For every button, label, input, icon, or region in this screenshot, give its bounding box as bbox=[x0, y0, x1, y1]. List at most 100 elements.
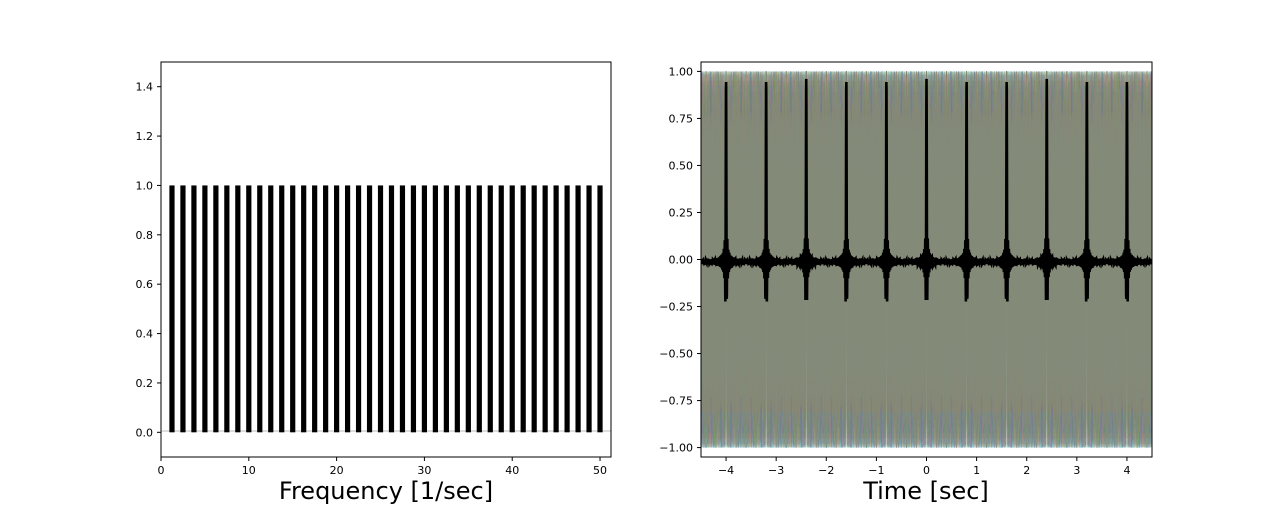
spectrum-bar bbox=[399, 185, 406, 433]
spectrum-bar bbox=[564, 185, 570, 433]
spectrum-bar bbox=[498, 185, 504, 433]
spectrum-bar bbox=[542, 185, 548, 433]
cosine-component-line bbox=[701, 71, 1152, 448]
spectrum-bar bbox=[421, 185, 428, 433]
x-tick-label: 2 bbox=[1023, 464, 1030, 477]
spectrum-bar bbox=[586, 185, 592, 433]
cosine-component-line bbox=[701, 71, 1152, 448]
cosine-component-line bbox=[701, 71, 1152, 448]
x-tick-label: −1 bbox=[868, 464, 884, 477]
x-tick-label: −2 bbox=[818, 464, 834, 477]
spectrum-bar bbox=[334, 185, 340, 433]
spectrum-bar bbox=[301, 185, 307, 433]
axes-frame-left bbox=[160, 61, 612, 458]
spectrum-bar bbox=[465, 185, 471, 433]
cosine-component-line bbox=[701, 71, 1152, 448]
spectrum-bar bbox=[454, 185, 460, 433]
y-tick-label: 1.0 bbox=[136, 179, 154, 192]
x-tick-label: 30 bbox=[417, 464, 431, 477]
ticks-right: −4 −3 −2 −1 0 1 2 3 4 −1.00 −0.75 −0.50 −0.25 0.00 0.2… bbox=[659, 65, 1130, 477]
cosine-component-line bbox=[701, 71, 1152, 448]
spectrum-bar bbox=[279, 185, 285, 433]
y-tick-label: −1.00 bbox=[659, 442, 693, 455]
cosine-component-line bbox=[701, 70, 1152, 449]
cosine-component-line bbox=[701, 71, 1152, 413]
spectrum-bar bbox=[257, 185, 263, 433]
x-tick-label: 4 bbox=[1123, 464, 1130, 477]
y-tick-label: 0.6 bbox=[136, 278, 154, 291]
spectrum-bar bbox=[202, 185, 208, 433]
spectrum-bar bbox=[235, 185, 241, 433]
x-tick-label: 3 bbox=[1073, 464, 1080, 477]
lines-group bbox=[701, 70, 1152, 449]
x-tick-label: 20 bbox=[330, 464, 344, 477]
spectrum-bar bbox=[246, 185, 252, 433]
cosine-component-line bbox=[701, 71, 1152, 448]
spectrum-bar bbox=[575, 185, 581, 433]
spectrum-bar bbox=[224, 185, 230, 433]
x-tick-label: 40 bbox=[505, 464, 519, 477]
spectrum-bar bbox=[509, 185, 515, 433]
cosine-component-line bbox=[701, 71, 1152, 448]
x-tick-label: −3 bbox=[768, 464, 784, 477]
x-tick-label: 10 bbox=[242, 464, 256, 477]
spectrum-bar bbox=[597, 185, 603, 433]
spectrum-bar bbox=[377, 185, 384, 433]
bars-group bbox=[169, 185, 603, 433]
spectrum-bar bbox=[169, 185, 175, 433]
spectrum-bar bbox=[268, 185, 274, 433]
cosine-component-line bbox=[701, 71, 1152, 448]
y-tick-label: 1.2 bbox=[136, 130, 154, 143]
y-tick-label: 0.50 bbox=[669, 159, 694, 172]
y-tick-label: 0.0 bbox=[136, 426, 154, 439]
y-tick-label: 0.00 bbox=[669, 254, 694, 267]
cosine-component-line bbox=[701, 71, 1152, 448]
x-axis-title-left: Frequency [1/sec] bbox=[279, 477, 493, 505]
cosine-component-line bbox=[701, 71, 1152, 448]
y-tick-label: 0.4 bbox=[136, 328, 154, 341]
y-tick-label: 0.75 bbox=[669, 112, 694, 125]
cosine-component-line bbox=[701, 71, 1152, 448]
spectrum-bar bbox=[355, 185, 362, 433]
spectrum-bar bbox=[476, 185, 482, 433]
cosine-component-line bbox=[701, 71, 1152, 448]
x-tick-label: 0 bbox=[158, 464, 165, 477]
spectrum-bar bbox=[366, 185, 373, 433]
cosine-component-line bbox=[701, 71, 1152, 448]
x-tick-label: 1 bbox=[973, 464, 980, 477]
spectrum-bar bbox=[191, 185, 197, 433]
spectrum-bar bbox=[410, 185, 417, 433]
frequency-spectrum-chart: 0 10 20 30 40 50 0.0 0.2 0.4 0.6 0.8 1.0 1.2 1.4 Freq… bbox=[136, 61, 612, 505]
y-tick-label: 0.25 bbox=[669, 206, 694, 219]
x-tick-label: 50 bbox=[593, 464, 607, 477]
y-tick-label: 1.00 bbox=[669, 65, 694, 78]
y-tick-label: −0.25 bbox=[659, 301, 693, 314]
spectrum-bar bbox=[323, 185, 329, 433]
spectrum-bar bbox=[388, 185, 395, 433]
y-tick-label: −0.75 bbox=[659, 395, 693, 408]
ticks-left: 0 10 20 30 40 50 0.0 0.2 0.4 0.6 0.8 1.0 1.2 1.4 bbox=[136, 81, 608, 477]
spectrum-bar bbox=[344, 185, 351, 433]
y-tick-label: 0.8 bbox=[136, 229, 154, 242]
spectrum-bar bbox=[520, 185, 526, 433]
x-axis-title-right: Time [sec] bbox=[862, 477, 989, 505]
spectrum-bar bbox=[180, 185, 186, 433]
spectrum-bar bbox=[432, 185, 438, 433]
spectrum-bar bbox=[312, 185, 318, 433]
spectrum-bar bbox=[213, 185, 219, 433]
spectrum-bar bbox=[443, 185, 449, 433]
cosine-component-line bbox=[701, 71, 1152, 448]
y-tick-label: 0.2 bbox=[136, 377, 154, 390]
cosine-component-line bbox=[701, 71, 1152, 448]
mean-signal-line bbox=[701, 78, 1152, 302]
cosine-component-line bbox=[701, 71, 1152, 448]
cosine-component-line bbox=[701, 71, 1152, 448]
x-tick-label: −4 bbox=[718, 464, 734, 477]
y-tick-label: −0.50 bbox=[659, 348, 693, 361]
spectrum-bar bbox=[553, 185, 559, 433]
spectrum-bar bbox=[531, 185, 537, 433]
y-tick-label: 1.4 bbox=[136, 81, 154, 94]
x-tick-label: 0 bbox=[923, 464, 930, 477]
time-signal-chart: −4 −3 −2 −1 0 1 2 3 4 −1.00 −0.75 −0.50 −0.25 0.00 0.2… bbox=[659, 61, 1153, 505]
